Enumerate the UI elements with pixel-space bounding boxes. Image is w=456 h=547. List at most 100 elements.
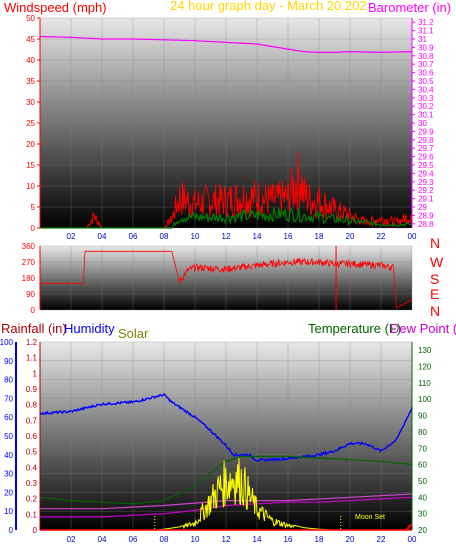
direction-axis-ticks: 0 90 180 270 360 bbox=[22, 242, 41, 315]
rainfall-tick-label: 40 bbox=[4, 451, 13, 460]
rainfall-tick-label: 50 bbox=[4, 432, 13, 441]
solar-label: Solar bbox=[118, 326, 149, 341]
wind-panel-series bbox=[39, 35, 413, 229]
barometer-tick-label: 30.3 bbox=[418, 94, 434, 103]
time-tick-label: 20 bbox=[346, 232, 355, 241]
dewpoint-secondary-series bbox=[40, 493, 413, 510]
time-tick-label: 10 bbox=[191, 535, 200, 544]
barometer-tick-label: 29.6 bbox=[418, 153, 434, 162]
temperature-label: Temperature (F) bbox=[308, 321, 401, 336]
rainfall-tick-label: 30 bbox=[4, 470, 13, 479]
compass-label: N bbox=[430, 303, 440, 319]
temperature-tick-label: 100 bbox=[418, 395, 432, 404]
barometer-tick-label: 29 bbox=[418, 203, 427, 212]
time-tick-label: 08 bbox=[160, 535, 169, 544]
temperature-tick-label: 90 bbox=[418, 412, 427, 421]
windspeed-tick-label: 50 bbox=[26, 14, 35, 23]
barometer-tick-label: 29.1 bbox=[418, 195, 434, 204]
temperature-panel-series bbox=[39, 393, 413, 531]
humidity-tick-label: 0.2 bbox=[26, 495, 38, 504]
humidity-tick-label: 0.9 bbox=[26, 385, 38, 394]
time-tick-label: 14 bbox=[253, 232, 262, 241]
direction-panel-series bbox=[40, 246, 413, 310]
time-tick-label: 00 bbox=[408, 535, 417, 544]
temperature-tick-label: 60 bbox=[418, 461, 427, 470]
direction-tick-label: 0 bbox=[31, 306, 36, 315]
temperature-tick-label: 50 bbox=[418, 477, 427, 486]
rainfall-tick-label: 20 bbox=[4, 488, 13, 497]
barometer-tick-label: 29.3 bbox=[418, 178, 434, 187]
barometer-tick-label: 31.1 bbox=[418, 27, 434, 36]
time-tick-label: 08 bbox=[160, 232, 169, 241]
windspeed-tick-label: 0 bbox=[31, 224, 36, 233]
windspeed-tick-label: 30 bbox=[26, 98, 35, 107]
barometer-tick-label: 29.7 bbox=[418, 144, 434, 153]
dewpoint-label: Dew Point ( bbox=[390, 321, 456, 336]
barometer-tick-label: 30.6 bbox=[418, 69, 434, 78]
barometer-axis-ticks: 28.828.92929.129.229.329.429.529.629.729… bbox=[411, 18, 434, 229]
temperature-series bbox=[39, 455, 413, 505]
temperature-tick-label: 40 bbox=[418, 493, 427, 502]
compass-label: E bbox=[430, 286, 439, 302]
time-tick-label: 02 bbox=[67, 535, 76, 544]
temperature-time-axis-ticks: 02 04 06 08 10 12 14 16 18 20 22 00 bbox=[67, 535, 417, 544]
barometer-tick-label: 29.2 bbox=[418, 186, 434, 195]
temperature-tick-label: 20 bbox=[418, 526, 427, 535]
barometer-tick-label: 30 bbox=[418, 119, 427, 128]
compass-label: S bbox=[430, 271, 439, 287]
barometer-series bbox=[39, 35, 413, 54]
humidity-tick-label: 1.2 bbox=[26, 338, 38, 347]
time-tick-label: 02 bbox=[67, 232, 76, 241]
barometer-tick-label: 30.5 bbox=[418, 77, 434, 86]
time-tick-label: 20 bbox=[346, 535, 355, 544]
time-tick-label: 12 bbox=[222, 232, 231, 241]
temperature-tick-label: 80 bbox=[418, 428, 427, 437]
time-tick-label: 06 bbox=[129, 535, 138, 544]
humidity-tick-label: 0.6 bbox=[26, 432, 38, 441]
time-tick-label: 14 bbox=[253, 535, 262, 544]
windspeed-tick-label: 10 bbox=[26, 182, 35, 191]
rainfall-tick-label: 0 bbox=[9, 526, 14, 535]
rainfall-axis-ticks: 0 10 20 30 40 50 60 70 80 90 100 bbox=[0, 338, 17, 535]
windspeed-tick-label: 15 bbox=[26, 161, 35, 170]
time-tick-label: 04 bbox=[98, 232, 107, 241]
humidity-tick-label: 0.4 bbox=[26, 463, 38, 472]
windspeed-axis-ticks: 0 5 10 15 20 25 30 35 40 45 50 bbox=[26, 14, 41, 233]
rainfall-tick-label: 80 bbox=[4, 376, 13, 385]
time-tick-label: 18 bbox=[315, 535, 324, 544]
dewpoint-series bbox=[40, 496, 413, 518]
barometer-tick-label: 28.8 bbox=[418, 220, 434, 229]
humidity-tick-label: 0.7 bbox=[26, 416, 38, 425]
temperature-tick-label: 30 bbox=[418, 510, 427, 519]
barometer-tick-label: 30.7 bbox=[418, 60, 434, 69]
time-tick-label: 22 bbox=[377, 232, 386, 241]
temperature-tick-label: 120 bbox=[418, 363, 432, 372]
compass-label: N bbox=[430, 235, 440, 251]
temperature-tick-label: 110 bbox=[418, 379, 431, 388]
windspeed-tick-label: 5 bbox=[31, 203, 36, 212]
temperature-tick-label: 70 bbox=[418, 444, 427, 453]
barometer-tick-label: 31.2 bbox=[418, 18, 434, 27]
moonset-label: Moon Set bbox=[355, 514, 385, 521]
rainfall-tick-label: 60 bbox=[4, 413, 13, 422]
wind-direction-series bbox=[40, 250, 413, 309]
humidity-tick-label: 0.1 bbox=[26, 510, 38, 519]
rainfall-tick-label: 100 bbox=[0, 338, 14, 347]
rainfall-label: Rainfall (in) bbox=[1, 321, 67, 336]
windspeed-tick-label: 25 bbox=[26, 119, 35, 128]
rainfall-tick-label: 90 bbox=[4, 357, 13, 366]
time-tick-label: 22 bbox=[377, 535, 386, 544]
barometer-tick-label: 30.9 bbox=[418, 43, 434, 52]
barometer-tick-label: 29.9 bbox=[418, 127, 434, 136]
time-tick-label: 18 bbox=[315, 232, 324, 241]
wind-average-series bbox=[40, 207, 413, 229]
direction-tick-label: 180 bbox=[22, 274, 36, 283]
windspeed-label: Windspeed (mph) bbox=[4, 0, 107, 15]
barometer-tick-label: 30.4 bbox=[418, 85, 434, 94]
temperature-tick-label: 130 bbox=[418, 346, 432, 355]
direction-tick-label: 270 bbox=[22, 258, 36, 267]
barometer-tick-label: 30.2 bbox=[418, 102, 434, 111]
humidity-tick-label: 1.1 bbox=[26, 354, 38, 363]
